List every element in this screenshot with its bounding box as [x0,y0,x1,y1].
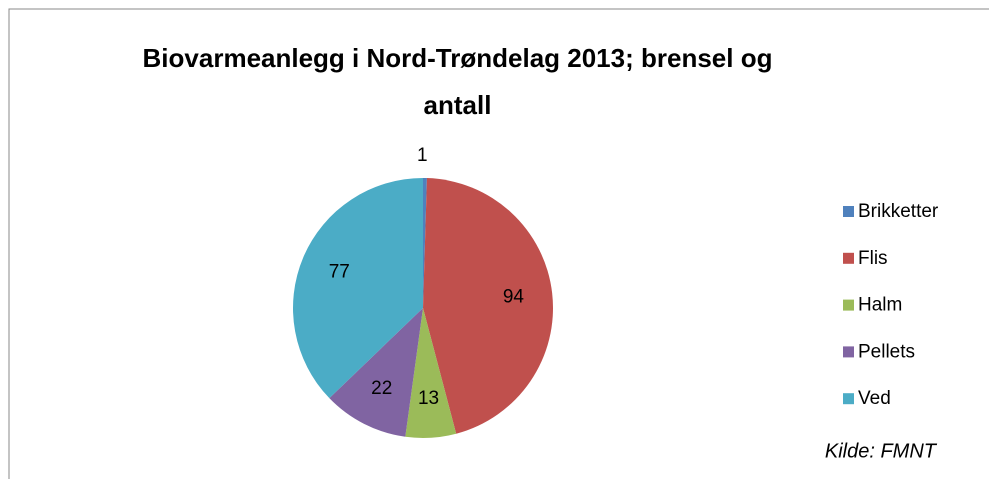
chart-title: Biovarmeanlegg i Nord-Trøndelag 2013; br… [142,43,773,120]
legend-label: Halm [858,295,902,316]
legend-label: Brikketter [858,201,939,222]
data-label: 22 [371,378,392,399]
legend-swatch [843,299,854,311]
annotation: Kilde: FMNT [825,440,938,462]
data-label: 13 [418,388,439,409]
data-label: 94 [503,287,525,308]
pie-slice [405,308,457,439]
pie-slice [329,308,423,437]
pie-slice [423,178,554,434]
legend-label: Pellets [858,341,915,362]
pie-slice [293,178,423,399]
legend-swatch [843,252,854,264]
legend-swatch [843,206,854,217]
frame [8,8,989,479]
pie-slice [423,178,427,308]
legend-swatch [843,346,854,358]
legend-label: Flis [858,248,888,269]
data-label: 77 [329,261,350,282]
data-label: 1 [417,145,428,166]
legend-label: Ved [858,388,891,409]
legend-swatch [843,393,854,405]
